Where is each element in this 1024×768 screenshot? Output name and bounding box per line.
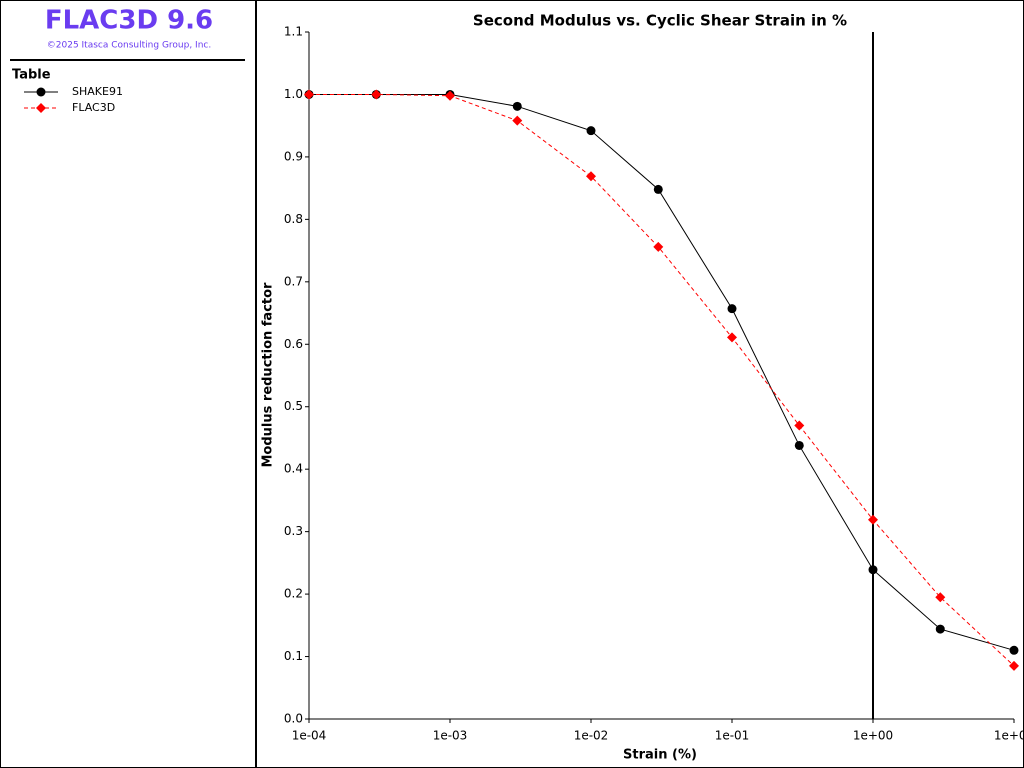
- marker: [304, 89, 314, 100]
- legend-label: SHAKE91: [72, 85, 123, 98]
- marker: [1009, 645, 1019, 655]
- y-tick-label: 1.0: [284, 87, 303, 101]
- y-tick-label: 0.5: [284, 399, 303, 413]
- marker: [586, 126, 596, 136]
- y-tick-label: 0.7: [284, 274, 303, 288]
- marker: [586, 171, 596, 182]
- y-tick-label: 0.8: [284, 212, 303, 226]
- x-axis-label: Strain (%): [623, 748, 697, 763]
- y-tick-label: 1.1: [284, 25, 303, 39]
- marker: [935, 592, 946, 603]
- legend-marker: [36, 103, 46, 113]
- marker: [794, 420, 805, 431]
- marker: [445, 90, 455, 101]
- marker: [371, 89, 382, 100]
- marker: [868, 514, 878, 525]
- y-tick-label: 0.6: [284, 337, 303, 351]
- y-tick-label: 0.2: [284, 587, 303, 601]
- marker: [512, 101, 522, 111]
- marker: [935, 624, 945, 634]
- marker: [512, 115, 523, 126]
- legend-label: FLAC3D: [72, 101, 115, 114]
- x-tick-label: 1e-02: [574, 729, 609, 743]
- chart-title: Second Modulus vs. Cyclic Shear Strain i…: [473, 12, 847, 30]
- y-axis-label: Modulus reduction factor: [261, 282, 276, 468]
- marker: [653, 241, 664, 252]
- x-tick-label: 1e+01: [994, 729, 1024, 743]
- marker: [727, 304, 737, 314]
- marker: [653, 184, 663, 194]
- x-tick-label: 1e-01: [715, 729, 750, 743]
- app-title: FLAC3D 9.6: [45, 6, 213, 36]
- x-tick-label: 1e-04: [292, 729, 327, 743]
- marker: [794, 440, 804, 450]
- marker: [868, 565, 878, 575]
- legend-marker: [36, 87, 46, 97]
- marker: [727, 332, 737, 343]
- y-tick-label: 0.3: [284, 524, 303, 538]
- marker: [1009, 660, 1019, 671]
- y-tick-label: 0.9: [284, 149, 303, 163]
- copyright: ©2025 Itasca Consulting Group, Inc.: [47, 41, 211, 51]
- y-tick-label: 0.4: [284, 462, 303, 476]
- x-tick-label: 1e-03: [433, 729, 468, 743]
- y-tick-label: 0.0: [284, 712, 303, 726]
- panel-title: Table: [12, 68, 51, 83]
- x-tick-label: 1e+00: [853, 729, 893, 743]
- y-tick-label: 0.1: [284, 649, 303, 663]
